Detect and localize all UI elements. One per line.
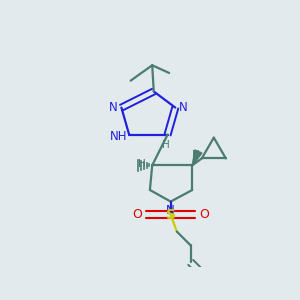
Text: O: O: [132, 208, 142, 221]
Polygon shape: [192, 150, 202, 165]
Text: O: O: [200, 208, 209, 221]
Text: S: S: [166, 208, 176, 222]
Text: H: H: [162, 140, 170, 150]
Text: NH: NH: [110, 130, 127, 142]
Text: N: N: [109, 101, 118, 114]
Text: N: N: [166, 204, 175, 217]
Text: H: H: [192, 150, 200, 160]
Text: H: H: [138, 159, 145, 169]
Text: N: N: [178, 101, 188, 114]
